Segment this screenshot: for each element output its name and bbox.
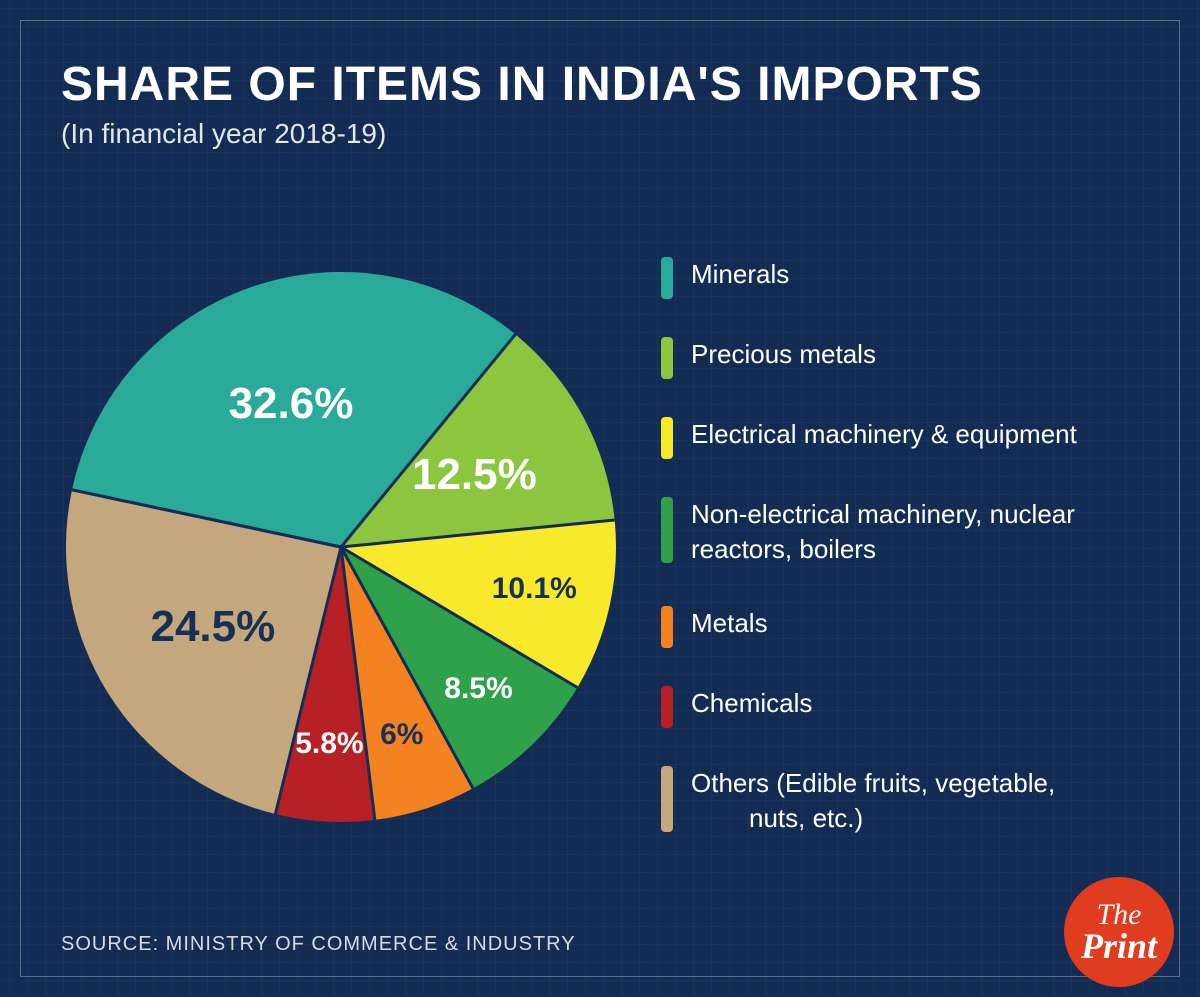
pie-chart: 32.6% 12.5% 10.1% 8.5% 6% 5.8% 24.5% bbox=[61, 267, 621, 827]
pie-slice-label-3: 8.5% bbox=[444, 672, 512, 706]
legend-item-3: Non-electrical machinery, nuclear reacto… bbox=[661, 497, 1139, 567]
logo-line-1: The bbox=[1081, 901, 1157, 930]
chart-frame: SHARE OF ITEMS IN INDIA'S IMPORTS (In fi… bbox=[20, 20, 1180, 977]
legend-swatch-5 bbox=[661, 686, 673, 728]
logo-line-2: Print bbox=[1081, 929, 1157, 963]
source-text: SOURCE: MINISTRY OF COMMERCE & INDUSTRY bbox=[61, 933, 1139, 956]
legend-swatch-2 bbox=[661, 417, 673, 459]
legend-swatch-0 bbox=[661, 257, 673, 299]
legend-label-1: Precious metals bbox=[691, 337, 876, 372]
pie-slice-label-5: 5.8% bbox=[295, 727, 363, 761]
legend-item-0: Minerals bbox=[661, 257, 1139, 299]
pie-slice-label-6: 24.5% bbox=[150, 602, 275, 652]
legend-swatch-1 bbox=[661, 337, 673, 379]
legend-label-3: Non-electrical machinery, nuclear reacto… bbox=[691, 497, 1139, 567]
chart-content: 32.6% 12.5% 10.1% 8.5% 6% 5.8% 24.5% Minerals P… bbox=[61, 180, 1139, 913]
legend-label-5: Chemicals bbox=[691, 686, 812, 721]
legend-swatch-6 bbox=[661, 766, 673, 832]
chart-subtitle: (In financial year 2018-19) bbox=[61, 118, 1139, 150]
pie-slice-label-1: 12.5% bbox=[412, 450, 537, 500]
legend-label-2: Electrical machinery & equipment bbox=[691, 417, 1077, 452]
legend-label-6: Others (Edible fruits, vegetable,nuts, e… bbox=[691, 766, 1055, 836]
legend-label-4: Metals bbox=[691, 606, 768, 641]
legend-swatch-4 bbox=[661, 606, 673, 648]
pie-slice-label-2: 10.1% bbox=[492, 572, 577, 606]
legend-label-0: Minerals bbox=[691, 257, 789, 292]
legend-item-6: Others (Edible fruits, vegetable,nuts, e… bbox=[661, 766, 1139, 836]
legend-swatch-3 bbox=[661, 497, 673, 563]
legend-item-5: Chemicals bbox=[661, 686, 1139, 728]
legend-item-1: Precious metals bbox=[661, 337, 1139, 379]
legend-item-2: Electrical machinery & equipment bbox=[661, 417, 1139, 459]
chart-title: SHARE OF ITEMS IN INDIA'S IMPORTS bbox=[61, 57, 1139, 112]
legend-item-4: Metals bbox=[661, 606, 1139, 648]
pie-slice-label-4: 6% bbox=[380, 718, 423, 752]
publisher-logo: The Print bbox=[1064, 877, 1174, 987]
pie-slice-label-0: 32.6% bbox=[229, 379, 354, 429]
legend: Minerals Precious metals Electrical machin… bbox=[661, 257, 1139, 835]
